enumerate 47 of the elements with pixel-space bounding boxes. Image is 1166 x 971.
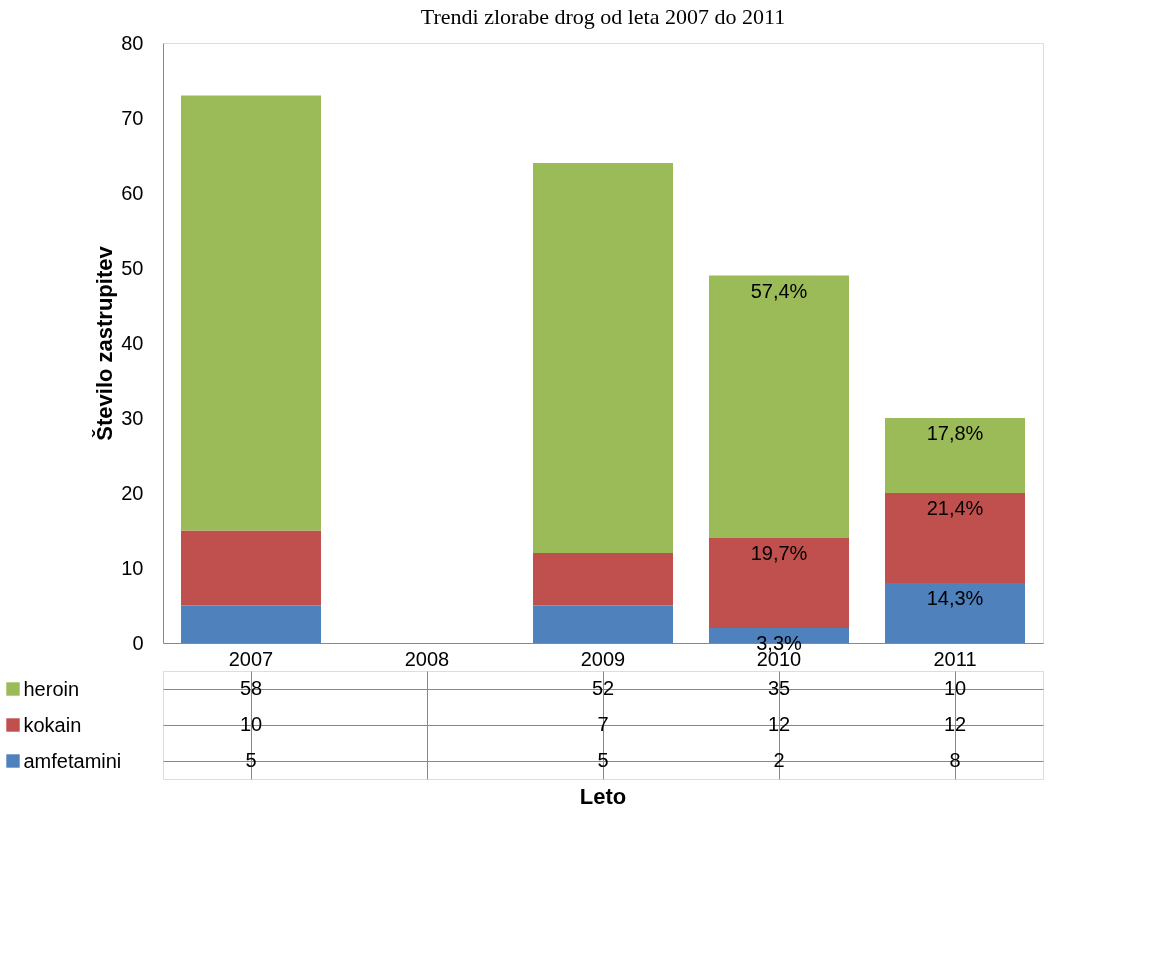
y-tick-label: 50 bbox=[121, 256, 144, 279]
bar bbox=[885, 418, 1025, 493]
data-label: 5 bbox=[245, 749, 257, 771]
annotation: 19,7% bbox=[750, 542, 808, 564]
y-tick-label: 70 bbox=[121, 106, 144, 129]
legend-label: heroin bbox=[23, 677, 80, 700]
legend-label: amfetamini bbox=[23, 749, 122, 772]
y-tick-label: 20 bbox=[121, 481, 144, 504]
annotation: 21,4% bbox=[926, 497, 984, 519]
x-tick-label: 2009 bbox=[580, 647, 626, 670]
y-axis-title: Število zastrupitev bbox=[92, 245, 118, 441]
y-tick-label: 30 bbox=[121, 406, 144, 429]
annotation: 14,3% bbox=[926, 587, 984, 609]
y-tick-label: 40 bbox=[121, 331, 144, 354]
y-tick-label: 80 bbox=[121, 31, 144, 54]
bar bbox=[533, 553, 673, 606]
legend-label: kokain bbox=[23, 713, 82, 736]
annotation: 17,8% bbox=[926, 422, 984, 444]
chart-title: Trendi zlorabe drog od leta 2007 do 2011 bbox=[420, 4, 786, 29]
x-tick-label: 2008 bbox=[404, 647, 450, 670]
bar bbox=[181, 530, 321, 606]
bar bbox=[885, 583, 1025, 643]
text: Leto bbox=[579, 784, 627, 809]
data-label: 35 bbox=[767, 677, 791, 699]
annotation: 57,4% bbox=[750, 279, 808, 302]
y-tick-label: 10 bbox=[121, 556, 144, 579]
bar bbox=[533, 605, 673, 643]
data-label: 10 bbox=[239, 713, 263, 735]
bar bbox=[709, 275, 849, 538]
data-label: 10 bbox=[943, 677, 967, 699]
bar bbox=[885, 493, 1025, 583]
data-label: 7 bbox=[597, 713, 609, 735]
data-label: 12 bbox=[943, 713, 967, 735]
x-tick-label: 2007 bbox=[228, 647, 274, 670]
data-label: 52 bbox=[591, 677, 615, 699]
data-label: 2 bbox=[773, 749, 785, 771]
data-label: 58 bbox=[239, 677, 263, 699]
data-label: 12 bbox=[767, 713, 791, 735]
bar bbox=[533, 163, 673, 553]
data-label: 5 bbox=[597, 749, 609, 771]
y-tick-label: 0 bbox=[132, 631, 144, 654]
data-label: 8 bbox=[949, 749, 961, 771]
bar bbox=[181, 605, 321, 643]
bar bbox=[181, 95, 321, 531]
x-tick-label: 2011 bbox=[933, 647, 977, 670]
bar bbox=[709, 538, 849, 628]
y-tick-label: 60 bbox=[121, 181, 144, 204]
